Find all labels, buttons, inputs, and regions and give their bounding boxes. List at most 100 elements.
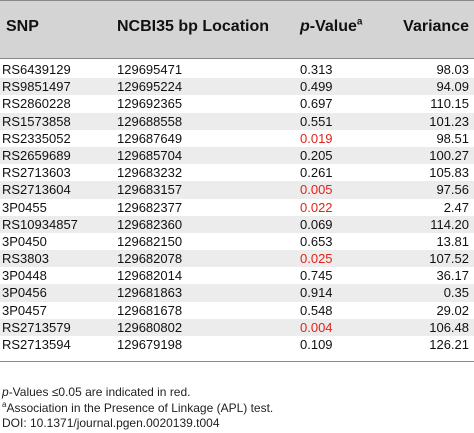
- cell-location: 129688558: [117, 113, 183, 129]
- cell-location: 129692365: [117, 96, 183, 112]
- cell-pvalue: 0.022: [300, 199, 333, 215]
- footnote-significance-text: -Values ≤0.05 are indicated in red.: [8, 385, 191, 399]
- table-row: 3P0448 129682014 0.745 36.17: [0, 267, 474, 284]
- cell-pvalue: 0.548: [300, 302, 333, 318]
- cell-variance: 101.23: [429, 113, 469, 129]
- cell-pvalue: 0.914: [300, 285, 333, 301]
- cell-snp: 3P0450: [2, 233, 47, 249]
- cell-variance: 13.81: [436, 233, 469, 249]
- table-row: RS3803 129682078 0.025 107.52: [0, 250, 474, 268]
- cell-snp: 3P0456: [2, 285, 47, 301]
- cell-location: 129682078: [117, 251, 183, 267]
- cell-variance: 98.51: [436, 130, 469, 146]
- table-row: 3P0456 129681863 0.914 0.35: [0, 284, 474, 302]
- cell-pvalue: 0.499: [300, 79, 333, 95]
- cell-pvalue: 0.697: [300, 96, 333, 112]
- footnote-doi: DOI: 10.1371/journal.pgen.0020139.t004: [2, 416, 220, 430]
- cell-snp: 3P0455: [2, 199, 47, 215]
- table-row: RS2860228 129692365 0.697 110.15: [0, 95, 474, 112]
- cell-pvalue: 0.653: [300, 233, 333, 249]
- footnote-apl-marker: a: [2, 399, 7, 409]
- column-header-snp: SNP: [6, 18, 39, 35]
- cell-pvalue: 0.313: [300, 62, 333, 77]
- pvalue-italic-p: p: [300, 18, 310, 35]
- table-row: RS6439129 129695471 0.313 98.03: [0, 61, 474, 78]
- cell-snp: RS1573858: [2, 113, 71, 129]
- cell-variance: 94.09: [436, 79, 469, 95]
- cell-location: 129682360: [117, 216, 183, 232]
- table-row: RS2713594 129679198 0.109 126.21: [0, 336, 474, 353]
- table-row: RS2713604 129683157 0.005 97.56: [0, 181, 474, 199]
- cell-pvalue: 0.205: [300, 147, 333, 163]
- table-row: RS10934857 129682360 0.069 114.20: [0, 215, 474, 233]
- cell-snp: RS2713604: [2, 182, 71, 198]
- cell-location: 129687649: [117, 130, 183, 146]
- cell-variance: 97.56: [436, 182, 469, 198]
- column-header-location: NCBI35 bp Location: [117, 18, 270, 35]
- cell-snp: RS2713579: [2, 319, 71, 335]
- table-row: RS2659689 129685704 0.205 100.27: [0, 146, 474, 165]
- table-header: SNP NCBI35 bp Location p-Valuea Variance: [0, 0, 474, 59]
- table-bottom-rule: [0, 361, 474, 362]
- cell-snp: 3P0448: [2, 268, 47, 284]
- table-footnotes: p-Values ≤0.05 are indicated in red. aAs…: [2, 385, 273, 432]
- cell-pvalue: 0.025: [300, 251, 333, 267]
- cell-pvalue: 0.005: [300, 182, 333, 198]
- cell-pvalue: 0.069: [300, 216, 333, 232]
- cell-variance: 105.83: [429, 165, 469, 181]
- table-body: RS6439129 129695471 0.313 98.03 RS9851497 129…: [0, 61, 474, 353]
- cell-snp: RS2713594: [2, 337, 71, 352]
- cell-location: 129685704: [117, 147, 183, 163]
- cell-location: 129680802: [117, 319, 183, 335]
- cell-location: 129695471: [117, 62, 183, 77]
- table-row: RS9851497 129695224 0.499 94.09: [0, 78, 474, 96]
- table-row: 3P0450 129682150 0.653 13.81: [0, 233, 474, 250]
- table-row: RS1573858 129688558 0.551 101.23: [0, 112, 474, 130]
- cell-pvalue: 0.745: [300, 268, 333, 284]
- cell-location: 129679198: [117, 337, 183, 352]
- cell-location: 129683232: [117, 165, 183, 181]
- cell-location: 129682014: [117, 268, 183, 284]
- cell-snp: RS9851497: [2, 79, 71, 95]
- footnote-apl-text: Association in the Presence of Linkage (…: [6, 400, 274, 415]
- cell-variance: 100.27: [429, 147, 469, 163]
- footnote-p-italic: p: [2, 385, 9, 399]
- cell-snp: RS2860228: [2, 96, 71, 112]
- cell-snp: RS3803: [2, 251, 49, 267]
- cell-snp: RS6439129: [2, 62, 71, 77]
- cell-location: 129681678: [117, 302, 183, 318]
- cell-pvalue: 0.004: [300, 319, 333, 335]
- pvalue-label-suffix: -Value: [309, 18, 357, 35]
- cell-pvalue: 0.109: [300, 337, 333, 352]
- cell-location: 129682377: [117, 199, 183, 215]
- table-row: 3P0455 129682377 0.022 2.47: [0, 199, 474, 216]
- cell-snp: 3P0457: [2, 302, 47, 318]
- table-row: 3P0457 129681678 0.548 29.02: [0, 302, 474, 319]
- cell-location: 129682150: [117, 233, 183, 249]
- pvalue-footnote-marker: a: [356, 16, 363, 28]
- cell-variance: 29.02: [436, 302, 469, 318]
- cell-snp: RS2335052: [2, 130, 71, 146]
- cell-variance: 110.15: [430, 96, 469, 112]
- cell-snp: RS2713603: [2, 165, 71, 181]
- cell-location: 129695224: [117, 79, 183, 95]
- cell-pvalue: 0.551: [300, 113, 333, 129]
- cell-variance: 2.47: [443, 199, 469, 215]
- cell-variance: 114.20: [430, 216, 469, 232]
- cell-snp: RS2659689: [2, 147, 71, 163]
- column-header-variance: Variance: [403, 18, 469, 35]
- table-row: RS2713603 129683232 0.261 105.83: [0, 164, 474, 181]
- cell-variance: 126.21: [429, 337, 469, 352]
- cell-snp: RS10934857: [2, 216, 78, 232]
- cell-variance: 36.17: [436, 268, 469, 284]
- cell-variance: 106.48: [429, 319, 469, 335]
- cell-pvalue: 0.261: [300, 165, 333, 181]
- cell-variance: 0.35: [443, 285, 469, 301]
- table-row: RS2713579 129680802 0.004 106.48: [0, 318, 474, 336]
- data-table: SNP NCBI35 bp Location p-Valuea Variance…: [0, 0, 474, 352]
- footnote-apl: aAssociation in the Presence of Linkage …: [2, 399, 274, 417]
- cell-variance: 107.52: [429, 251, 469, 267]
- table-row: RS2335052 129687649 0.019 98.51: [0, 130, 474, 147]
- column-header-pvalue: p-Valuea: [300, 16, 363, 36]
- cell-pvalue: 0.019: [300, 130, 333, 146]
